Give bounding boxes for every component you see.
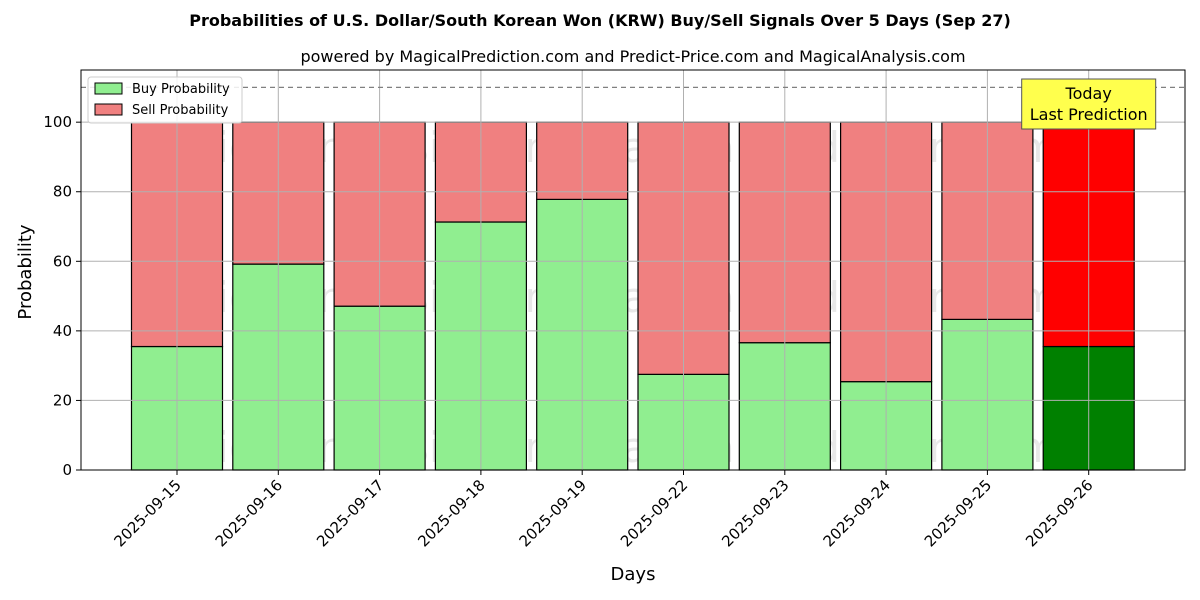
x-tick-label: 2025-09-18 [414,476,488,550]
x-tick-label: 2025-09-16 [212,476,286,550]
y-tick-label: 60 [53,252,72,270]
chart-subtitle: powered by MagicalPrediction.com and Pre… [300,47,965,66]
y-tick-label: 40 [53,322,72,340]
x-tick-label: 2025-09-24 [820,476,894,550]
x-tick-label: 2025-09-25 [921,476,995,550]
y-tick-label: 0 [62,461,72,479]
y-tick-label: 80 [53,183,72,201]
today-annotation-box [1021,78,1157,130]
x-tick-label: 2025-09-23 [718,476,792,550]
legend-box [87,76,243,124]
x-tick-label: 2025-09-22 [617,476,691,550]
legend-swatch-buy [94,82,123,95]
legend-swatch-sell [94,103,123,116]
x-tick-label: 2025-09-26 [1022,476,1096,550]
y-tick-label: 100 [43,113,72,131]
x-axis-label: Days [611,564,656,585]
today-annotation-line2: Last Prediction [1030,105,1148,124]
x-tick-label: 2025-09-17 [313,476,387,550]
legend-label-sell: Sell Probability [132,103,229,118]
y-axis-label: Probability [15,224,36,319]
chart-title: Probabilities of U.S. Dollar/South Korea… [189,11,1011,30]
x-tick-label: 2025-09-15 [110,476,184,550]
plot-frame [80,69,1186,471]
x-tick-label: 2025-09-19 [516,476,590,550]
y-tick-label: 20 [53,391,72,409]
plot-area: MagicalAnalysis.comMagicalPrediction.com… [43,69,1186,550]
legend-label-buy: Buy Probability [132,82,230,97]
today-annotation-line1: Today [1065,84,1112,103]
